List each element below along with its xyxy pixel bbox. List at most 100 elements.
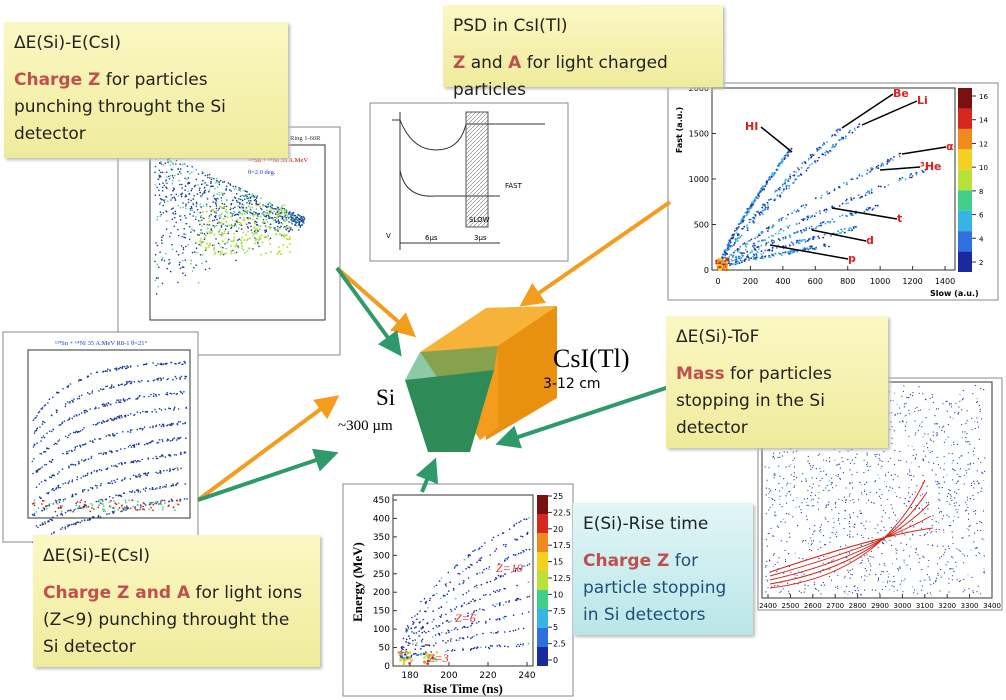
scatter-dot [145, 490, 147, 492]
scatter-dot [33, 446, 35, 448]
scatter-dot [159, 194, 161, 196]
scatter-dot [454, 628, 456, 630]
scatter-dot [118, 503, 120, 505]
scatter-dot [793, 182, 795, 184]
waveform-label: FAST [505, 182, 523, 190]
scatter-dot [260, 197, 262, 199]
scatter-dot [60, 505, 62, 507]
scatter-dot [939, 500, 940, 501]
scatter-dot [892, 508, 893, 509]
scatter-dot [966, 504, 967, 505]
scatter-dot [106, 370, 108, 372]
scatter-dot [257, 225, 259, 227]
scatter-dot [81, 412, 83, 414]
scatter-dot [813, 499, 814, 500]
scatter-dot [931, 594, 932, 595]
scatter-dot [907, 474, 908, 475]
scatter-dot [505, 544, 507, 546]
scatter-dot [213, 178, 215, 180]
scatter-dot [879, 454, 880, 455]
scatter-dot [810, 157, 812, 159]
scatter-dot [282, 218, 284, 220]
scatter-dot [207, 246, 209, 248]
scatter-dot [825, 223, 827, 225]
scatter-dot [252, 235, 254, 237]
scatter-dot [196, 206, 198, 208]
scatter-dot [32, 473, 34, 475]
scatter-dot [885, 586, 886, 587]
scatter-dot [937, 423, 938, 424]
scatter-dot [41, 510, 43, 512]
scatter-dot [725, 266, 727, 268]
scatter-dot [919, 425, 920, 426]
scatter-dot [417, 613, 419, 615]
scatter-dot [165, 456, 167, 458]
scatter-dot [834, 146, 836, 148]
scatter-dot [277, 208, 279, 210]
scatter-dot [188, 202, 190, 204]
colorbar-segment [537, 590, 548, 609]
scatter-dot [899, 407, 900, 408]
scatter-dot [849, 469, 850, 470]
tick-label: 300 [373, 551, 390, 561]
scatter-dot [499, 618, 501, 620]
scatter-dot [453, 589, 455, 591]
scatter-dot [161, 409, 163, 411]
scatter-dot [215, 210, 217, 212]
scatter-dot [504, 645, 506, 647]
scatter-dot [404, 654, 406, 656]
scatter-dot [818, 455, 819, 456]
scatter-dot [213, 195, 215, 197]
scatter-dot [167, 439, 169, 441]
scatter-dot [184, 498, 186, 500]
scatter-dot [826, 141, 828, 143]
scatter-dot [965, 437, 966, 438]
scatter-dot [134, 446, 136, 448]
scatter-dot [446, 601, 448, 603]
scatter-dot [516, 646, 518, 648]
scatter-dot [225, 252, 227, 254]
scatter-dot [881, 553, 882, 554]
scatter-dot [192, 229, 194, 231]
scatter-dot [837, 128, 839, 130]
scatter-dot [180, 268, 182, 270]
scatter-dot [47, 505, 49, 507]
scatter-dot [809, 248, 811, 250]
scatter-dot [38, 507, 40, 509]
scatter-dot [758, 240, 760, 242]
scatter-dot [836, 475, 837, 476]
scatter-dot [54, 511, 56, 513]
scatter-dot [940, 511, 941, 512]
scatter-dot [225, 221, 227, 223]
scatter-dot [133, 414, 135, 416]
colorbar-segment [958, 211, 972, 231]
scatter-dot [802, 205, 804, 207]
scatter-dot [731, 254, 733, 256]
scatter-dot [59, 501, 61, 503]
scatter-dot [773, 199, 775, 201]
scatter-dot [881, 466, 882, 467]
scatter-dot [258, 216, 260, 218]
scatter-dot [764, 250, 766, 252]
scatter-dot [817, 147, 819, 149]
scatter-dot [930, 592, 931, 593]
scatter-dot [764, 185, 766, 187]
scatter-dot [247, 250, 249, 252]
scatter-dot [499, 603, 501, 605]
scatter-dot [234, 207, 236, 209]
scatter-dot [937, 546, 938, 547]
scatter-dot [916, 454, 917, 455]
scatter-dot [138, 475, 140, 477]
scatter-dot [96, 501, 98, 503]
scatter-dot [903, 580, 904, 581]
scatter-dot [908, 436, 909, 437]
tick-label: 10 [553, 590, 563, 599]
scatter-dot [843, 472, 844, 473]
scatter-dot [115, 481, 117, 483]
scatter-dot [814, 584, 815, 585]
scatter-dot [943, 554, 944, 555]
scatter-dot [940, 467, 941, 468]
scatter-dot [808, 249, 810, 251]
scatter-dot [181, 184, 183, 186]
scatter-dot [405, 641, 407, 643]
